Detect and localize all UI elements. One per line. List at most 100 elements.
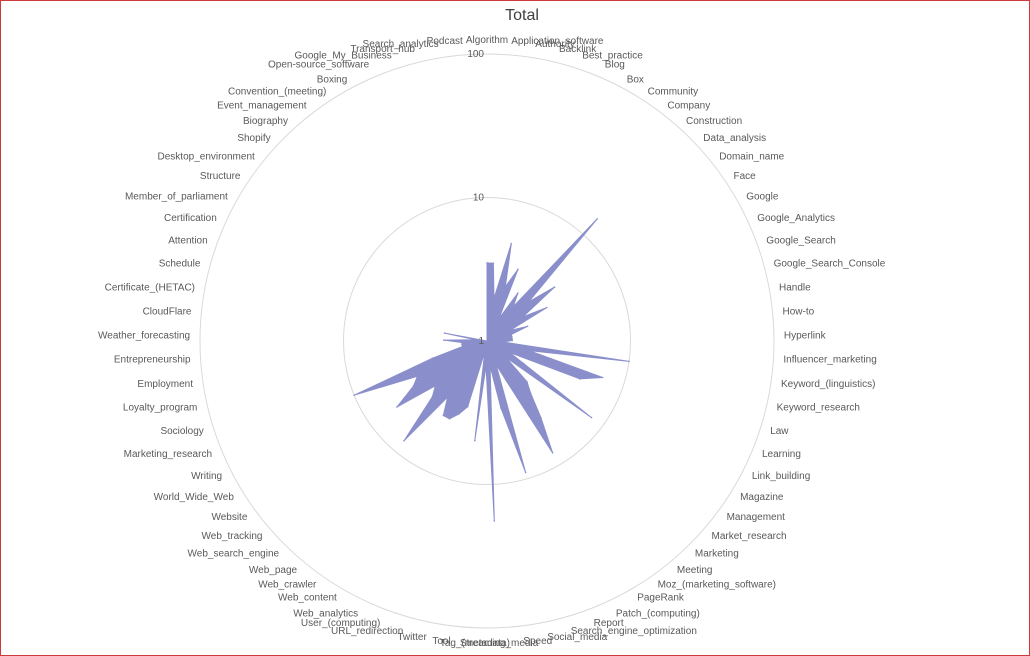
data-point — [546, 306, 548, 309]
data-point — [493, 297, 495, 300]
category-label: Magazine — [740, 492, 784, 503]
data-point — [517, 268, 519, 271]
category-label: Best_practice — [582, 51, 643, 62]
data-point — [483, 351, 486, 353]
data-point — [466, 405, 469, 408]
category-label: Social_media — [547, 632, 607, 643]
category-label: Entrepreneurship — [114, 355, 191, 366]
data-point — [485, 365, 487, 368]
category-label: Open-source_software — [268, 59, 370, 70]
category-label: CloudFlare — [143, 306, 192, 317]
category-label: How-to — [783, 306, 815, 317]
category-label: Web_search_engine — [188, 549, 280, 560]
category-label: Tag_(metadata) — [440, 638, 510, 649]
category-label: Website — [211, 512, 247, 523]
chart-title: Total — [505, 7, 539, 24]
category-label: Sociology — [160, 426, 203, 437]
category-label: Shopify — [237, 133, 270, 144]
category-label: Marketing — [695, 549, 739, 560]
category-label: Google — [746, 192, 779, 203]
category-label: Event_management — [217, 101, 307, 112]
tick-label: 10 — [473, 193, 485, 204]
category-label: Web_content — [278, 593, 337, 604]
category-label: Marketing_research — [124, 449, 212, 460]
area-layer — [353, 218, 630, 522]
data-point — [526, 381, 528, 383]
category-label: Search_analytics — [363, 39, 439, 50]
category-label: Link_building — [752, 471, 810, 482]
data-point — [510, 333, 513, 336]
category-label: Company — [667, 101, 710, 112]
category-label: Loyalty_program — [123, 403, 197, 414]
category-label: Tool — [432, 636, 450, 647]
category-label: Influencer_marketing — [783, 355, 876, 366]
data-point — [553, 286, 556, 288]
category-label: Streaming_media — [460, 638, 539, 649]
data-point — [474, 339, 477, 341]
category-label: Employment — [137, 379, 193, 390]
data-point — [517, 292, 519, 294]
category-label: User_(computing) — [301, 618, 380, 629]
data-point — [493, 520, 496, 522]
category-label: Management — [727, 512, 786, 523]
category-label: Authority — [535, 39, 574, 50]
data-point — [508, 351, 511, 354]
category-label: Web_tracking — [202, 531, 263, 542]
label-layer: Algorithm Application_softwareAuthorityBa… — [98, 35, 886, 649]
data-point — [526, 325, 529, 328]
data-point — [412, 385, 415, 388]
tick-label: 1 — [478, 336, 484, 347]
category-label: Twitter — [397, 632, 427, 643]
category-label: Speed — [523, 636, 552, 647]
grid-layer — [199, 53, 775, 629]
tick-layer: 1 10 100 — [467, 49, 484, 347]
data-point — [474, 439, 476, 442]
category-label: Keyword_research — [777, 403, 860, 414]
category-label: Google_Search — [766, 236, 836, 247]
category-label: Writing — [191, 471, 222, 482]
category-label: Report — [594, 618, 624, 629]
category-label: Data_analysis — [703, 133, 766, 144]
data-point — [486, 262, 488, 264]
category-label: Application_software — [511, 36, 604, 47]
data-point — [527, 301, 530, 303]
category-label: Podcast — [427, 36, 463, 47]
category-label: Keyword_(linguistics) — [781, 379, 875, 390]
category-label: Handle — [779, 282, 811, 293]
category-label: Backlink — [559, 44, 597, 55]
data-point — [504, 286, 507, 288]
data-point — [528, 349, 530, 352]
data-point — [540, 416, 542, 419]
data-point — [498, 317, 500, 320]
data-point — [492, 262, 495, 265]
data-point — [551, 452, 554, 454]
data-point — [511, 335, 513, 338]
data-point — [590, 416, 593, 419]
data-point — [504, 379, 507, 381]
category-label: Construction — [686, 116, 742, 127]
grid-ring — [199, 53, 775, 629]
data-point — [524, 471, 527, 474]
data-point — [446, 396, 449, 398]
category-label: Algorithm — [466, 35, 508, 46]
series-area — [353, 218, 630, 522]
data-point — [486, 340, 488, 342]
category-label: Search_engine_optimization — [571, 626, 697, 637]
category-label: Box — [627, 74, 644, 85]
category-label: Community — [648, 87, 699, 98]
category-label: Desktop_environment — [158, 151, 255, 162]
category-label: Certificate_(HETAC) — [105, 282, 195, 293]
data-point — [579, 378, 581, 380]
data-point — [396, 406, 398, 408]
category-label: Patch_(computing) — [616, 609, 700, 620]
data-point — [495, 363, 497, 366]
data-point — [403, 439, 405, 442]
data-point — [461, 341, 463, 344]
category-label: URL_redirection — [331, 626, 403, 637]
category-label: Face — [734, 171, 757, 182]
data-point — [505, 356, 507, 359]
data-point — [458, 413, 460, 415]
category-label: Meeting — [677, 565, 713, 576]
